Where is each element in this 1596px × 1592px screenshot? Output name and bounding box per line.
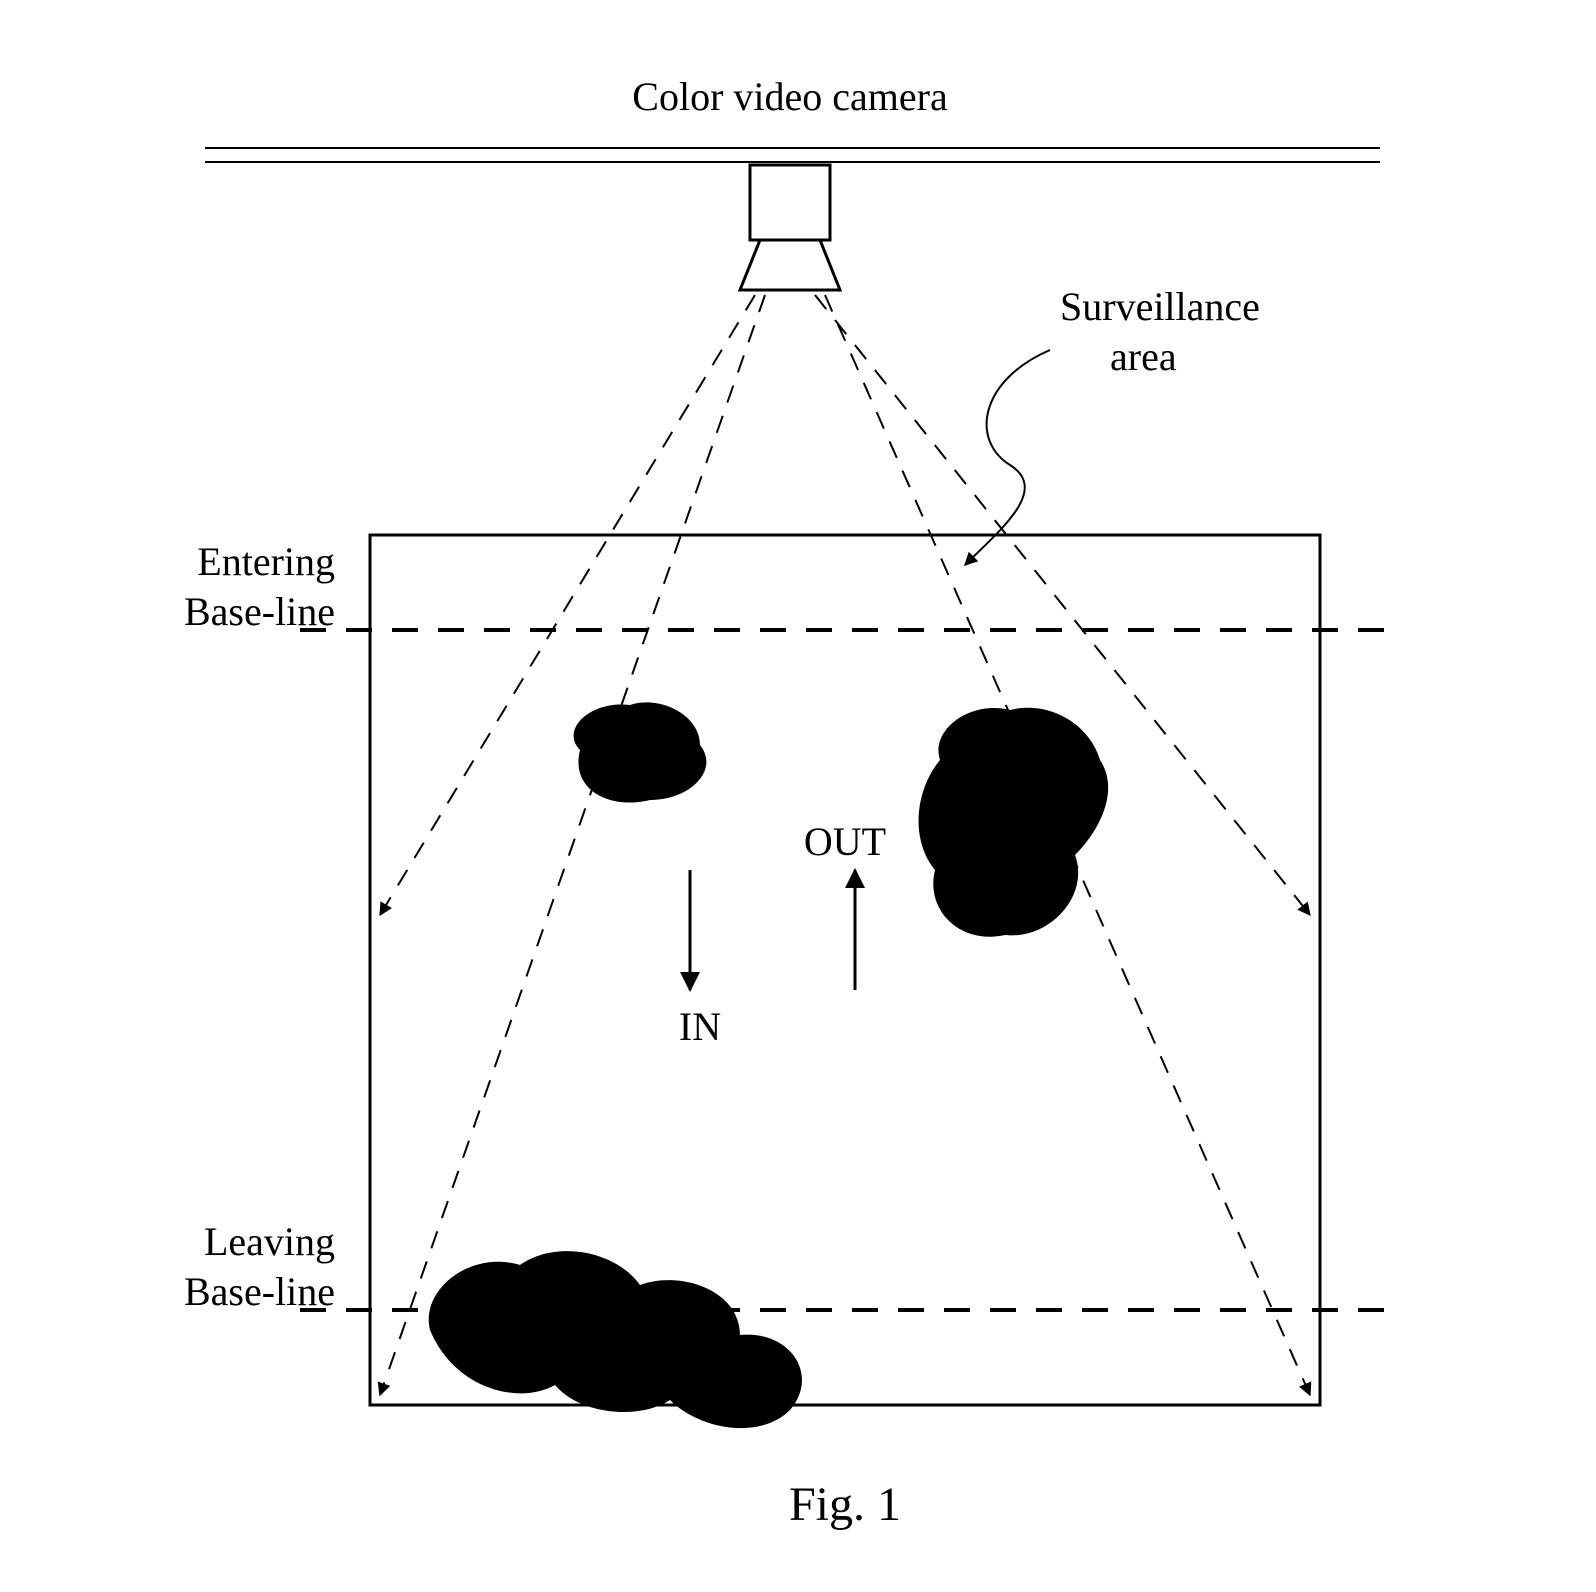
leaving-label-1: Leaving bbox=[204, 1219, 335, 1264]
out-label: OUT bbox=[804, 819, 886, 864]
entering-label-1: Entering bbox=[197, 539, 335, 584]
camera-body bbox=[750, 165, 830, 240]
fov-ray-0 bbox=[380, 295, 755, 915]
surveillance-label-2: area bbox=[1110, 334, 1177, 379]
blob-0 bbox=[574, 702, 707, 802]
entering-label-2: Base-line bbox=[184, 589, 335, 634]
surveillance-label-1: Surveillance bbox=[1060, 284, 1260, 329]
blob-2 bbox=[429, 1251, 802, 1428]
surveillance-pointer bbox=[965, 350, 1050, 565]
blob-1 bbox=[919, 708, 1109, 937]
figure-label: Fig. 1 bbox=[789, 1478, 901, 1531]
camera-label: Color video camera bbox=[632, 74, 948, 119]
camera-lens bbox=[740, 240, 840, 290]
in-label: IN bbox=[679, 1004, 721, 1049]
fov-ray-1 bbox=[380, 295, 765, 1395]
leaving-label-2: Base-line bbox=[184, 1269, 335, 1314]
